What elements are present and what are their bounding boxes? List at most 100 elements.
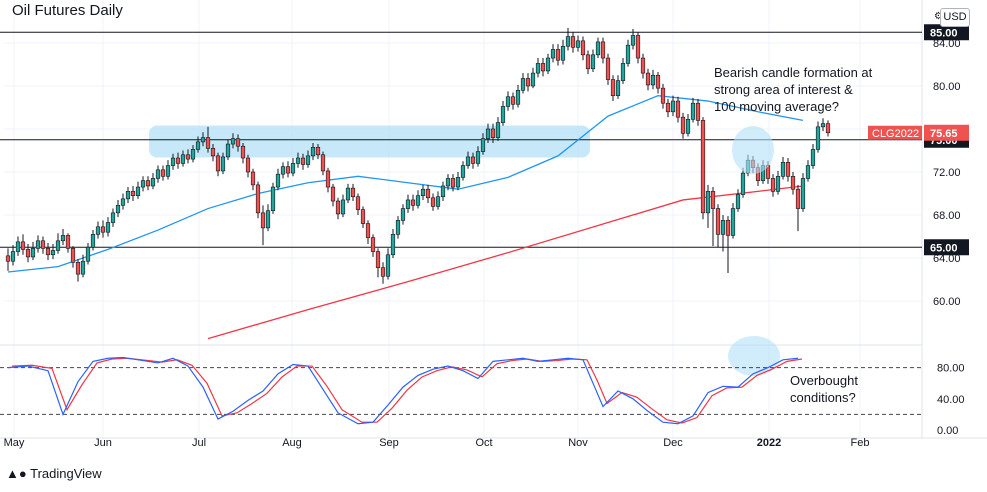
level-label: 85.00 (930, 27, 958, 39)
gear-icon[interactable]: ⚙ (934, 11, 943, 22)
candle (480, 133, 486, 155)
time-tick-label: Feb (851, 437, 870, 449)
candle (790, 172, 796, 195)
candle (270, 182, 276, 214)
price-axis[interactable]: 84.0080.0076.0072.0068.0064.0060.0085.00… (868, 24, 969, 437)
candle-body (635, 35, 641, 59)
candle-body (210, 148, 216, 157)
candle-body (360, 209, 366, 224)
candle-body (135, 186, 141, 196)
candle-body (810, 149, 816, 166)
candle-body (40, 240, 46, 249)
level-label-box (924, 24, 969, 41)
candle (65, 233, 71, 253)
candle (45, 242, 51, 261)
candle-body (550, 49, 556, 59)
candle-body (645, 72, 651, 86)
candle-body (120, 198, 126, 206)
candlestick-series (5, 27, 831, 284)
candle (325, 167, 331, 193)
last-price-label: 75.65 (930, 128, 958, 140)
candle (305, 150, 311, 168)
price-tick-label: 64.00 (933, 253, 961, 265)
candle (575, 35, 581, 52)
candle-body (105, 222, 111, 233)
candle (825, 120, 831, 137)
time-tick-label: 2022 (757, 437, 781, 449)
candle (670, 95, 676, 117)
time-axis[interactable]: May Jun Jul Aug Sep Oct Nov Dec 2022 Feb (4, 437, 870, 449)
candle-body (200, 137, 206, 143)
candle (505, 91, 511, 111)
candle (725, 216, 731, 274)
candle-body (280, 166, 286, 175)
candle-body (390, 234, 396, 256)
candle-body (805, 165, 811, 179)
candle-body (795, 188, 801, 209)
annotation-line: Overbought (790, 373, 858, 388)
candle-body (305, 155, 311, 165)
stochastic-k-line (7, 356, 799, 425)
candle (360, 206, 366, 228)
candle-body (655, 74, 661, 89)
candle-body (790, 176, 796, 190)
time-tick-label: Jun (94, 437, 112, 449)
candle-body (485, 128, 491, 139)
candle (595, 37, 601, 59)
candle-body (140, 180, 146, 188)
candle (370, 234, 376, 257)
candle-body (225, 143, 231, 158)
candle-body (400, 208, 406, 221)
candle (280, 162, 286, 179)
candle-body (165, 165, 171, 177)
candle (640, 53, 646, 79)
candle-body (430, 197, 436, 207)
candle (30, 241, 36, 261)
candle (510, 92, 516, 110)
candle (365, 220, 371, 245)
candle (440, 181, 446, 202)
time-tick-label: Jul (192, 437, 206, 449)
candle (15, 236, 21, 256)
candle-body (25, 249, 31, 258)
candle (315, 144, 321, 160)
candle (35, 235, 41, 253)
candle-body (625, 44, 631, 64)
candle (720, 215, 726, 252)
bearish-annotation: Bearish candle formation at strong area … (714, 64, 872, 115)
candle-body (455, 177, 461, 188)
candle-body (425, 188, 431, 199)
candle (715, 204, 721, 248)
candle-body (115, 205, 121, 214)
candle (245, 154, 251, 178)
tradingview-branding[interactable]: ▲● TradingView (6, 466, 102, 481)
annotation-circles (728, 126, 780, 376)
tradingview-logo-icon: ▲● (6, 466, 27, 481)
annotation-line: conditions? (790, 390, 856, 405)
stochastic-d-line (11, 357, 803, 424)
symbol-label-box (868, 125, 922, 140)
price-tick-label: 68.00 (933, 210, 961, 222)
candle-body (540, 63, 546, 72)
candle (730, 203, 736, 239)
candle (490, 123, 496, 143)
candle (395, 216, 401, 239)
candle-body (215, 155, 221, 172)
candle (20, 234, 26, 255)
candle (160, 165, 166, 181)
candle-body (680, 116, 686, 134)
candle (555, 44, 561, 66)
candle (95, 221, 101, 239)
candle-body (265, 210, 271, 229)
candle-body (85, 246, 91, 262)
candle (590, 49, 596, 73)
candle (665, 98, 671, 118)
candle-body (130, 191, 136, 196)
candle (405, 194, 411, 213)
candle-body (695, 102, 701, 121)
currency-button[interactable]: USD (940, 8, 970, 27)
candle (800, 173, 806, 212)
candle-body (660, 87, 666, 104)
candle-body (480, 138, 486, 152)
